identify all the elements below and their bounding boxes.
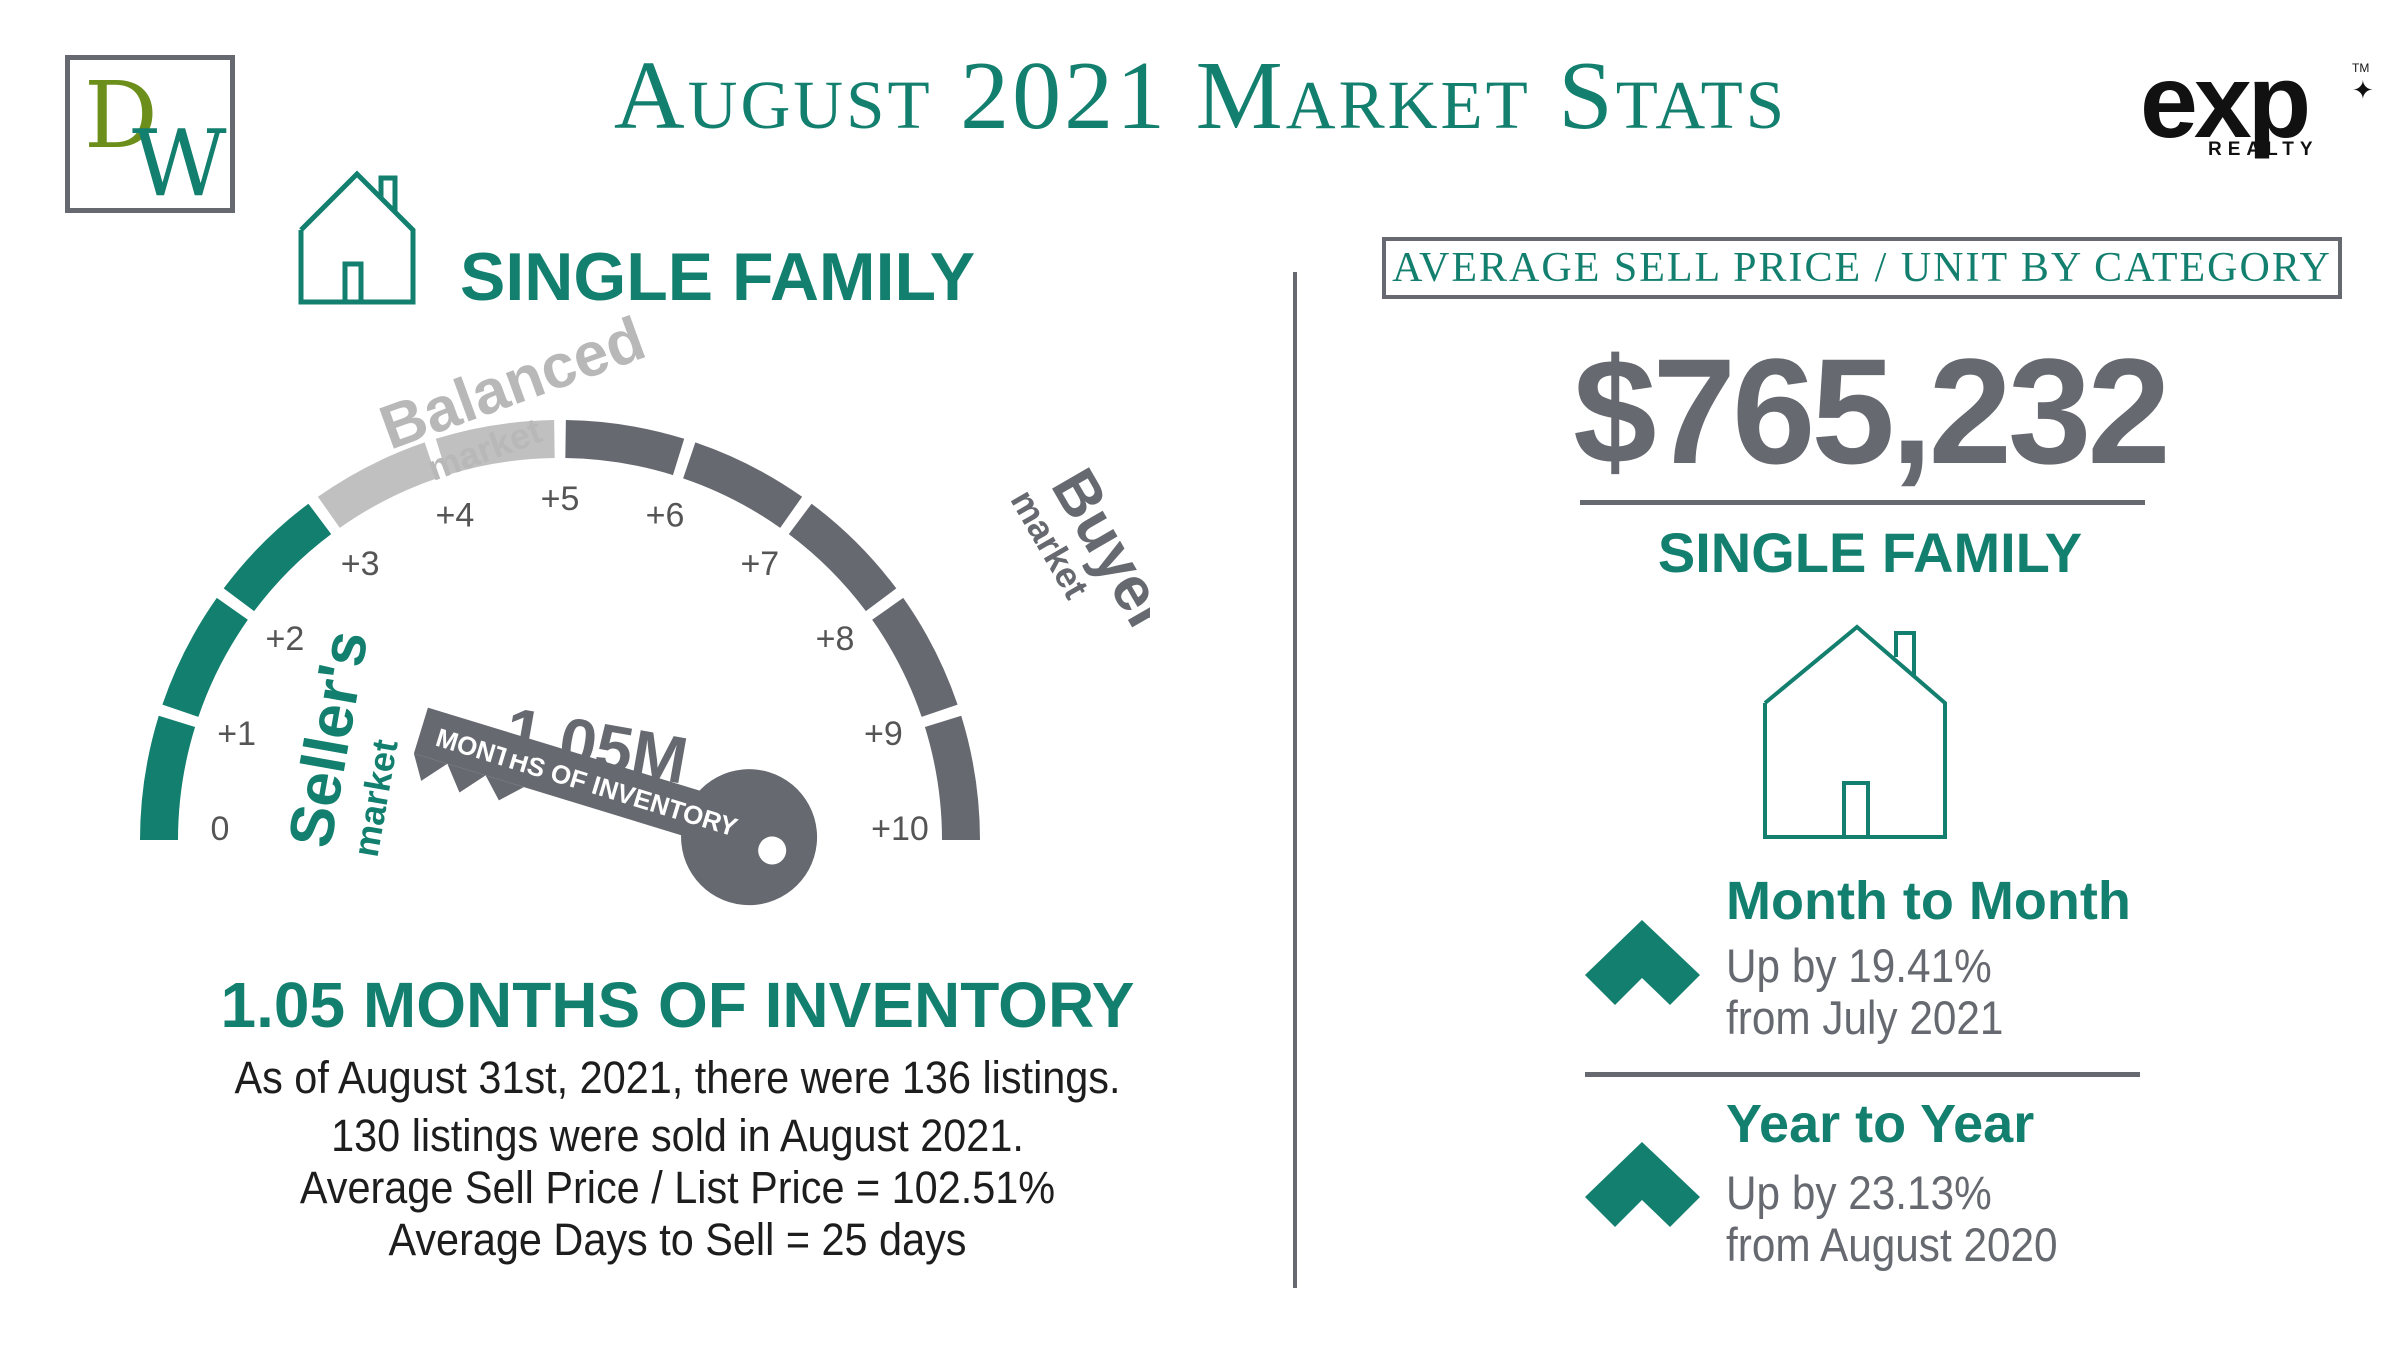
gauge-segment-6	[683, 442, 803, 528]
year-to-year-heading: Year to Year	[1726, 1094, 2035, 1154]
average-price: $765,232	[1573, 327, 2171, 495]
gauge-segment-7	[788, 503, 897, 612]
gauge-segment-3	[317, 442, 437, 528]
gauge-ticks: 0 +1 +2 +3 +4 +5 +6 +7 +8 +9 +10	[211, 480, 929, 848]
chevron-up-icon	[1585, 1142, 1700, 1227]
detail-listings: As of August 31st, 2021, there were 136 …	[234, 1052, 1121, 1103]
exp-trademark: TM	[2352, 61, 2370, 75]
price-underline	[1580, 500, 2145, 505]
month-to-month-change: Up by 19.41%	[1726, 939, 1992, 992]
gauge-tick-label: +7	[740, 545, 779, 583]
gauge-tick-label: +6	[646, 497, 685, 535]
dw-logo: D W	[65, 55, 235, 217]
gauge-segment-8	[872, 597, 958, 717]
exp-wordmark: exp	[2140, 44, 2311, 160]
month-to-month-heading: Month to Month	[1726, 871, 2131, 931]
gauge-segments	[140, 420, 980, 840]
gauge-tick-label: +9	[864, 715, 903, 753]
gauge-tick-label: +4	[436, 497, 475, 535]
inventory-gauge: 0+1+2+3+4 +5 +6+7+8+9+10 Seller's market B…	[140, 304, 1150, 906]
gauge-tick-label: 0	[211, 810, 230, 848]
gauge-tick-label: +8	[816, 620, 855, 658]
detail-days-to-sell: Average Days to Sell = 25 days	[388, 1214, 967, 1265]
gauge-tick-label: +5	[541, 480, 580, 518]
year-to-year-period: from August 2020	[1726, 1218, 2058, 1271]
gauge-tick-label: +10	[871, 810, 929, 848]
detail-sell-list-ratio: Average Sell Price / List Price = 102.51…	[299, 1162, 1056, 1213]
price-category: SINGLE FAMILY	[1657, 521, 2083, 584]
dw-logo-letter-w: W	[132, 110, 227, 217]
vertical-divider	[1293, 272, 1297, 1288]
dw-logo-letter-d: D	[84, 62, 158, 169]
house-outline-icon	[1763, 624, 1947, 839]
gauge-segment-1	[162, 597, 248, 717]
single-family-title: SINGLE FAMILY	[460, 239, 976, 315]
change-divider	[1585, 1072, 2140, 1077]
section-title-box: AVERAGE SELL PRICE / UNIT BY CATEGORY	[1382, 237, 2342, 299]
maple-leaf-icon: ✦	[2352, 75, 2374, 105]
key-icon: MONTHS OF INVENTORY 1.05M	[413, 693, 818, 906]
inventory-title: 1.05 MONTHS OF INVENTORY	[220, 969, 1135, 1041]
exp-realty-logo: exp TM ✦ REALTY	[2140, 44, 2380, 165]
section-title: AVERAGE SELL PRICE / UNIT BY CATEGORY	[1392, 245, 2332, 291]
gauge-segment-2	[223, 503, 332, 612]
gauge-segment-0	[140, 715, 196, 840]
gauge-segment-4	[435, 420, 555, 476]
gauge-segment-9	[924, 715, 980, 840]
exp-realty-text: REALTY	[2208, 139, 2319, 160]
month-to-month-period: from July 2021	[1726, 991, 2004, 1044]
house-icon	[298, 170, 416, 305]
page-title: August 2021 Market Stats	[613, 42, 1788, 150]
gauge-tick-label: +2	[266, 620, 305, 658]
gauge-tick-label: +1	[217, 715, 256, 753]
gauge-tick-label: +3	[341, 545, 380, 583]
year-to-year-change: Up by 23.13%	[1726, 1166, 1992, 1219]
gauge-segment-5	[565, 420, 685, 476]
chevron-up-icon	[1585, 920, 1700, 1005]
detail-sold: 130 listings were sold in August 2021.	[331, 1110, 1024, 1161]
